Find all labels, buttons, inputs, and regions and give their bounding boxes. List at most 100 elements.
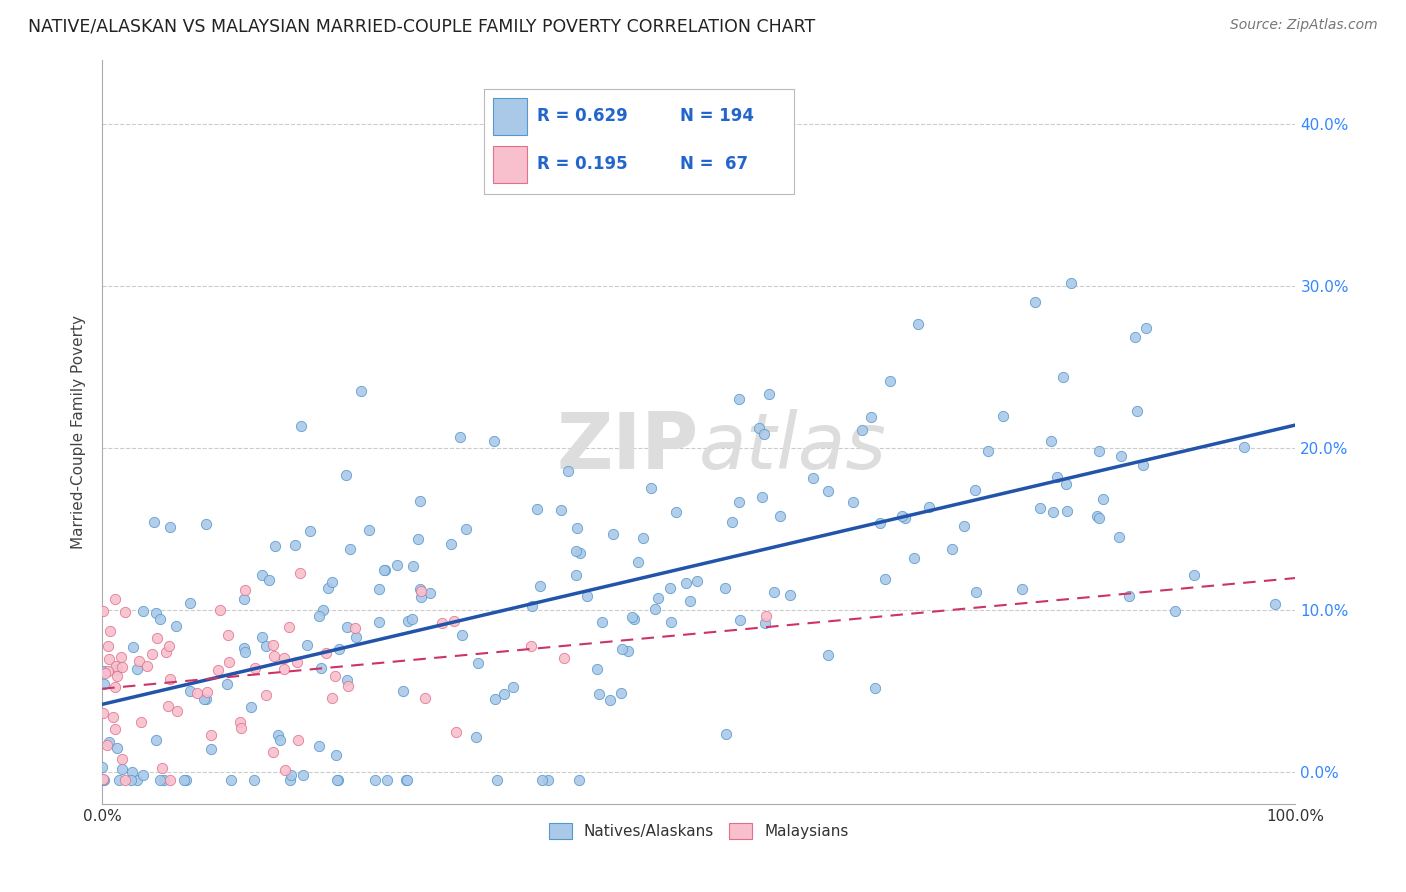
Point	[409, 591, 432, 605]
Point	[1125, 330, 1147, 344]
Point	[1011, 582, 1033, 596]
Point	[520, 640, 543, 654]
Point	[752, 427, 775, 442]
Point	[91, 772, 114, 787]
Point	[321, 575, 343, 590]
Point	[93, 772, 115, 787]
Point	[754, 616, 776, 631]
Point	[454, 522, 477, 536]
Point	[254, 639, 277, 653]
Point	[679, 593, 702, 607]
Point	[292, 768, 315, 782]
Point	[128, 654, 150, 668]
Point	[262, 745, 284, 759]
Point	[120, 772, 142, 787]
Point	[273, 650, 295, 665]
Point	[98, 735, 121, 749]
Point	[159, 673, 181, 687]
Point	[1164, 604, 1187, 618]
Point	[1126, 404, 1149, 418]
Point	[152, 772, 174, 787]
Point	[173, 772, 195, 787]
Point	[96, 738, 118, 752]
Point	[1132, 458, 1154, 472]
Point	[591, 615, 613, 629]
Point	[166, 704, 188, 718]
Text: NATIVE/ALASKAN VS MALAYSIAN MARRIED-COUPLE FAMILY POVERTY CORRELATION CHART: NATIVE/ALASKAN VS MALAYSIAN MARRIED-COUP…	[28, 18, 815, 36]
Point	[903, 550, 925, 565]
Point	[288, 566, 311, 580]
Point	[110, 650, 132, 665]
Point	[357, 523, 380, 537]
Point	[395, 772, 418, 787]
Point	[963, 483, 986, 497]
Point	[193, 692, 215, 706]
Point	[97, 639, 120, 653]
Point	[267, 727, 290, 741]
Point	[231, 721, 253, 735]
Point	[308, 608, 330, 623]
Point	[567, 521, 589, 535]
Point	[278, 772, 301, 787]
Point	[252, 568, 274, 582]
Point	[131, 767, 153, 781]
Point	[440, 537, 463, 551]
Point	[336, 620, 359, 634]
Point	[114, 772, 136, 787]
Point	[1109, 449, 1132, 463]
Point	[550, 503, 572, 517]
Point	[200, 742, 222, 756]
Point	[91, 760, 114, 774]
Point	[114, 605, 136, 619]
Point	[1182, 567, 1205, 582]
Point	[368, 615, 391, 629]
Point	[105, 740, 128, 755]
Point	[1046, 470, 1069, 484]
Point	[890, 508, 912, 523]
Point	[149, 772, 172, 787]
Point	[156, 698, 179, 713]
Point	[93, 677, 115, 691]
Point	[568, 772, 591, 787]
Point	[122, 640, 145, 654]
Point	[195, 516, 218, 531]
Point	[1024, 295, 1046, 310]
Point	[103, 723, 125, 737]
Point	[602, 527, 624, 541]
Point	[219, 772, 242, 787]
Point	[132, 604, 155, 618]
Point	[148, 612, 170, 626]
Point	[318, 582, 340, 596]
Point	[419, 586, 441, 600]
Point	[1264, 597, 1286, 611]
Point	[529, 579, 551, 593]
Point	[321, 690, 343, 705]
Point	[467, 656, 489, 670]
Point	[111, 752, 134, 766]
Point	[531, 772, 554, 787]
Point	[159, 520, 181, 534]
Point	[1039, 434, 1062, 449]
Point	[373, 563, 395, 577]
Point	[101, 710, 124, 724]
Point	[659, 581, 682, 595]
Point	[93, 664, 115, 678]
Point	[769, 509, 792, 524]
Point	[280, 767, 302, 781]
Point	[502, 680, 524, 694]
Point	[311, 661, 333, 675]
Point	[298, 524, 321, 539]
Point	[991, 409, 1014, 424]
Point	[941, 542, 963, 557]
Point	[842, 495, 865, 509]
Point	[465, 731, 488, 745]
Point	[623, 611, 645, 625]
Point	[1029, 500, 1052, 515]
Point	[143, 515, 166, 529]
Point	[105, 662, 128, 676]
Point	[894, 511, 917, 525]
Point	[631, 531, 654, 545]
Point	[157, 640, 180, 654]
Point	[326, 772, 349, 787]
Point	[553, 651, 575, 665]
